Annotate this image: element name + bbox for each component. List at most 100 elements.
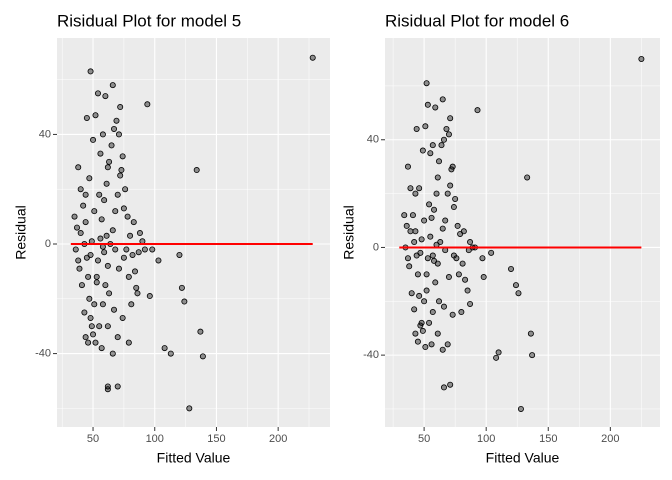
point xyxy=(467,300,474,307)
point xyxy=(94,90,101,97)
point xyxy=(98,345,105,352)
point xyxy=(421,298,428,305)
point xyxy=(75,164,82,171)
x-axis-label: Fitted Value xyxy=(486,450,560,466)
point xyxy=(488,249,495,256)
point xyxy=(508,265,515,272)
y-tick-label: -40 xyxy=(363,349,379,361)
point xyxy=(429,252,436,259)
point xyxy=(422,344,429,351)
point xyxy=(447,115,454,122)
point xyxy=(418,319,425,326)
point xyxy=(125,339,132,346)
point xyxy=(86,175,93,182)
point xyxy=(429,142,436,149)
y-tick-label: 40 xyxy=(39,128,51,140)
point xyxy=(181,298,188,305)
y-tick-label: 0 xyxy=(45,238,51,250)
point xyxy=(197,328,204,335)
point xyxy=(424,101,431,108)
point xyxy=(462,276,469,283)
point xyxy=(104,262,111,269)
x-tick-label: 50 xyxy=(418,433,430,445)
point xyxy=(421,217,428,224)
point xyxy=(144,101,151,108)
point xyxy=(408,290,415,297)
point xyxy=(412,228,419,235)
point xyxy=(115,265,122,272)
point xyxy=(88,323,95,330)
point xyxy=(108,142,115,149)
point xyxy=(495,349,502,356)
point xyxy=(99,131,106,138)
point xyxy=(127,232,134,239)
point xyxy=(638,55,645,62)
point xyxy=(115,131,122,138)
point xyxy=(122,186,129,193)
point xyxy=(439,225,446,232)
point xyxy=(117,104,124,111)
point xyxy=(442,217,449,224)
point xyxy=(412,190,419,197)
point xyxy=(424,255,431,262)
point xyxy=(98,216,105,223)
point xyxy=(82,191,89,198)
point xyxy=(527,330,534,337)
point xyxy=(125,273,132,280)
point xyxy=(414,338,421,345)
point xyxy=(104,323,111,330)
point xyxy=(99,301,106,308)
point xyxy=(123,246,130,253)
point xyxy=(103,180,110,187)
point xyxy=(423,287,430,294)
point xyxy=(133,284,140,291)
point xyxy=(87,251,94,258)
point xyxy=(422,123,429,130)
x-tick-label: 150 xyxy=(539,433,557,445)
point xyxy=(96,323,103,330)
point xyxy=(418,236,425,243)
point xyxy=(440,136,447,143)
x-tick-label: 200 xyxy=(601,433,619,445)
point xyxy=(460,228,467,235)
point xyxy=(515,290,522,297)
point xyxy=(83,114,90,121)
point xyxy=(119,153,126,160)
point xyxy=(87,314,94,321)
point xyxy=(134,290,141,297)
point xyxy=(480,274,487,281)
point xyxy=(447,381,454,388)
plot-background xyxy=(385,38,660,427)
point xyxy=(176,251,183,258)
chart-title: Risidual Plot for model 5 xyxy=(57,11,241,30)
x-tick-label: 150 xyxy=(207,433,225,445)
point xyxy=(161,345,168,352)
point xyxy=(416,185,423,192)
point xyxy=(436,298,443,305)
x-tick-label: 100 xyxy=(146,433,164,445)
point xyxy=(401,212,408,219)
point xyxy=(109,82,116,89)
x-tick-label: 200 xyxy=(269,433,287,445)
point xyxy=(459,260,466,267)
point xyxy=(128,301,135,308)
point xyxy=(447,182,454,189)
point xyxy=(111,125,118,132)
point xyxy=(102,93,109,100)
point xyxy=(428,341,435,348)
point xyxy=(479,255,486,262)
point xyxy=(106,290,113,297)
point xyxy=(419,327,426,334)
point xyxy=(114,334,121,341)
point xyxy=(113,117,120,124)
point xyxy=(404,163,411,170)
point xyxy=(167,350,174,357)
point xyxy=(93,273,100,280)
point xyxy=(90,331,97,338)
point xyxy=(436,158,443,165)
point xyxy=(434,330,441,337)
point xyxy=(440,384,447,391)
point xyxy=(411,239,418,246)
point xyxy=(104,386,111,393)
point xyxy=(109,227,116,234)
